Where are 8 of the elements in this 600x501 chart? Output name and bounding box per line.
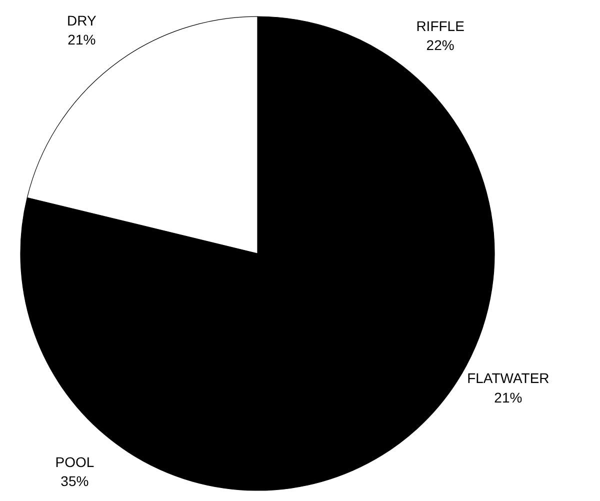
slice-label: RIFFLE [416,18,464,34]
data-label: 21% [68,32,96,48]
slice-label: DRY [67,12,98,28]
slice-label: POOL [55,454,94,470]
data-label: 22% [426,37,454,54]
slice-label: FLATWATER [467,370,550,386]
data-label: 21% [494,389,522,406]
data-label: 35% [60,472,89,489]
